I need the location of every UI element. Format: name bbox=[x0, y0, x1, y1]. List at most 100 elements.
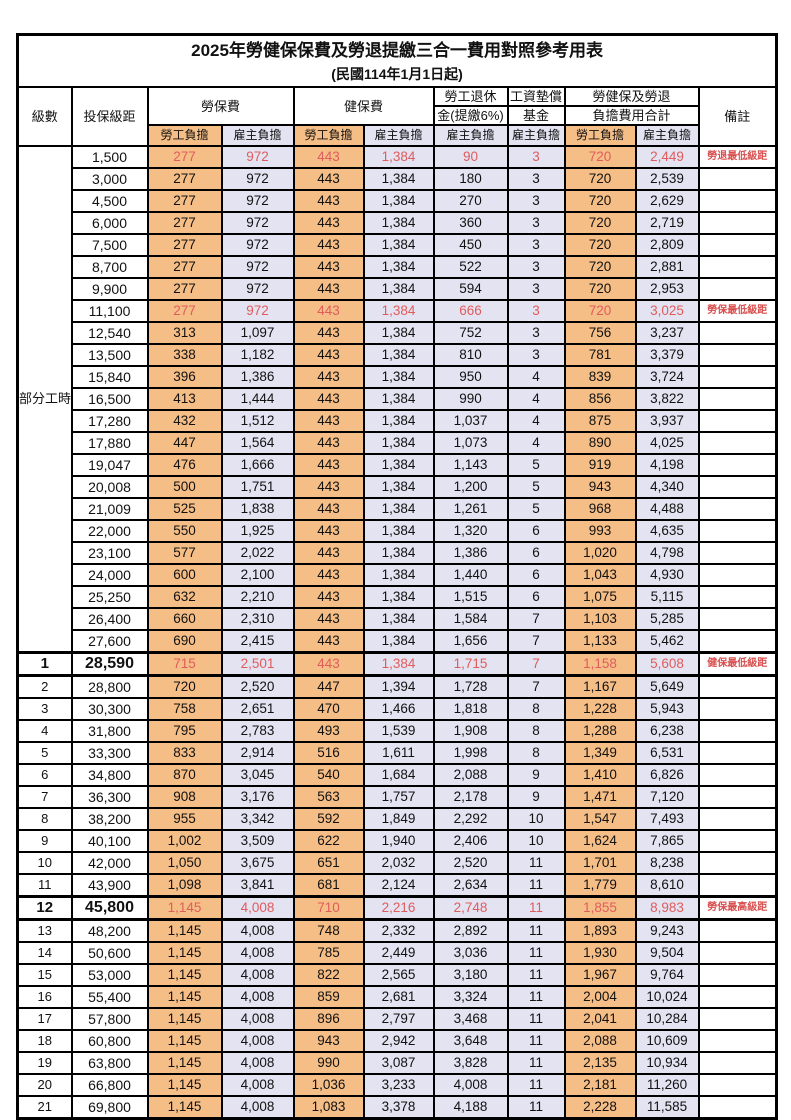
value-cell: 720 bbox=[563, 145, 637, 169]
value-cell: 2,942 bbox=[362, 1029, 435, 1053]
level-cell: 11 bbox=[16, 873, 73, 898]
value-cell: 8,238 bbox=[634, 851, 700, 875]
value-cell: 8 bbox=[506, 697, 566, 721]
table-row: 6 34,800 870 3,045 540 1,684 2,088 9 1,410 6,826 bbox=[16, 763, 778, 787]
value-cell: 4 bbox=[506, 409, 566, 433]
subheader-pension-employer: 雇主負擔 bbox=[432, 124, 509, 147]
table-row: 25,250 632 2,210 443 1,384 1,515 6 1,075 5,115 bbox=[18, 585, 778, 609]
premium-reference-table: 2025年勞健保保費及勞退提繳三合一費用對照參考用表 (民國114年1月1日起)… bbox=[16, 33, 779, 1120]
level-cell: 6 bbox=[16, 763, 73, 787]
value-cell: 443 bbox=[292, 321, 365, 345]
value-cell: 666 bbox=[432, 299, 509, 323]
table-row: 13,500 338 1,182 443 1,384 810 3 781 3,379 bbox=[18, 343, 778, 367]
value-cell: 9 bbox=[506, 785, 566, 809]
bracket-cell: 6,000 bbox=[70, 211, 149, 235]
group-label-part-time: 部分工時 bbox=[16, 145, 73, 654]
value-cell: 447 bbox=[292, 674, 365, 699]
value-cell: 720 bbox=[563, 255, 637, 279]
value-cell: 859 bbox=[292, 985, 365, 1009]
remark-cell bbox=[697, 343, 778, 367]
table-row: 17 57,800 1,145 4,008 896 2,797 3,468 11 2,041 10… bbox=[16, 1007, 778, 1031]
value-cell: 443 bbox=[292, 233, 365, 257]
value-cell: 1,384 bbox=[362, 343, 435, 367]
value-cell: 1,384 bbox=[362, 145, 435, 169]
value-cell: 4,008 bbox=[220, 963, 295, 987]
table-row: 2 28,800 720 2,520 447 1,394 1,728 7 1,167 5,649 bbox=[16, 674, 778, 699]
value-cell: 1,410 bbox=[563, 763, 637, 787]
value-cell: 3,180 bbox=[432, 963, 509, 987]
value-cell: 6 bbox=[506, 519, 566, 543]
value-cell: 2,292 bbox=[432, 807, 509, 831]
value-cell: 1,584 bbox=[432, 607, 509, 631]
value-cell: 3,828 bbox=[432, 1051, 509, 1075]
value-cell: 856 bbox=[563, 387, 637, 411]
level-cell: 4 bbox=[16, 719, 73, 743]
value-cell: 522 bbox=[432, 255, 509, 279]
level-cell: 10 bbox=[16, 851, 73, 875]
value-cell: 7,120 bbox=[634, 785, 700, 809]
value-cell: 3,233 bbox=[362, 1073, 435, 1097]
value-cell: 955 bbox=[146, 807, 223, 831]
value-cell: 1,043 bbox=[563, 563, 637, 587]
value-cell: 4,798 bbox=[634, 541, 700, 565]
value-cell: 5,943 bbox=[634, 697, 700, 721]
remark-cell bbox=[697, 1073, 778, 1097]
value-cell: 1,002 bbox=[146, 829, 223, 853]
value-cell: 1,143 bbox=[432, 453, 509, 477]
value-cell: 2,135 bbox=[563, 1051, 637, 1075]
value-cell: 4,008 bbox=[220, 941, 295, 965]
subheader-health-employer: 雇主負擔 bbox=[362, 124, 435, 147]
value-cell: 11 bbox=[506, 941, 566, 965]
remark-cell bbox=[697, 519, 778, 543]
value-cell: 1,384 bbox=[362, 387, 435, 411]
value-cell: 11,260 bbox=[634, 1073, 700, 1097]
subheader-total-employer: 雇主負擔 bbox=[634, 124, 700, 147]
page-subtitle: (民國114年1月1日起) bbox=[331, 66, 463, 82]
value-cell: 1,701 bbox=[563, 851, 637, 875]
value-cell: 1,515 bbox=[432, 585, 509, 609]
value-cell: 1,384 bbox=[362, 607, 435, 631]
remark-cell bbox=[697, 741, 778, 765]
bracket-cell: 1,500 bbox=[70, 145, 149, 169]
value-cell: 6 bbox=[506, 563, 566, 587]
header-wage-fund-line2: 基金 bbox=[506, 105, 566, 126]
value-cell: 1,037 bbox=[432, 409, 509, 433]
table-row: 17,880 447 1,564 443 1,384 1,073 4 890 4,025 bbox=[18, 431, 778, 455]
value-cell: 839 bbox=[563, 365, 637, 389]
remark-cell bbox=[697, 167, 778, 191]
header-wage-fund-line1: 工資墊償 bbox=[506, 86, 566, 107]
value-cell: 2,629 bbox=[634, 189, 700, 213]
value-cell: 443 bbox=[292, 299, 365, 323]
subheader-labor-employee: 勞工負擔 bbox=[146, 124, 223, 147]
value-cell: 4,008 bbox=[220, 1007, 295, 1031]
value-cell: 4,008 bbox=[220, 918, 295, 943]
value-cell: 8 bbox=[506, 741, 566, 765]
level-cell: 17 bbox=[16, 1007, 73, 1031]
value-cell: 3 bbox=[506, 277, 566, 301]
value-cell: 2,022 bbox=[220, 541, 295, 565]
remark-cell bbox=[697, 233, 778, 257]
value-cell: 5,608 bbox=[634, 651, 700, 677]
value-cell: 968 bbox=[563, 497, 637, 521]
value-cell: 443 bbox=[292, 255, 365, 279]
remark-cell bbox=[697, 829, 778, 853]
value-cell: 2,216 bbox=[362, 895, 435, 921]
level-cell: 14 bbox=[16, 941, 73, 965]
value-cell: 11 bbox=[506, 895, 566, 921]
value-cell: 277 bbox=[146, 299, 223, 323]
bracket-cell: 27,600 bbox=[70, 629, 149, 654]
value-cell: 277 bbox=[146, 145, 223, 169]
level-cell: 18 bbox=[16, 1029, 73, 1053]
value-cell: 443 bbox=[292, 497, 365, 521]
value-cell: 90 bbox=[432, 145, 509, 169]
value-cell: 540 bbox=[292, 763, 365, 787]
value-cell: 1,384 bbox=[362, 299, 435, 323]
bracket-cell: 33,300 bbox=[70, 741, 149, 765]
value-cell: 500 bbox=[146, 475, 223, 499]
value-cell: 4,008 bbox=[220, 985, 295, 1009]
value-cell: 1,849 bbox=[362, 807, 435, 831]
value-cell: 525 bbox=[146, 497, 223, 521]
value-cell: 1,779 bbox=[563, 873, 637, 898]
bracket-cell: 36,300 bbox=[70, 785, 149, 809]
table-row: 12 45,800 1,145 4,008 710 2,216 2,748 11 1,855 8,… bbox=[16, 895, 778, 921]
